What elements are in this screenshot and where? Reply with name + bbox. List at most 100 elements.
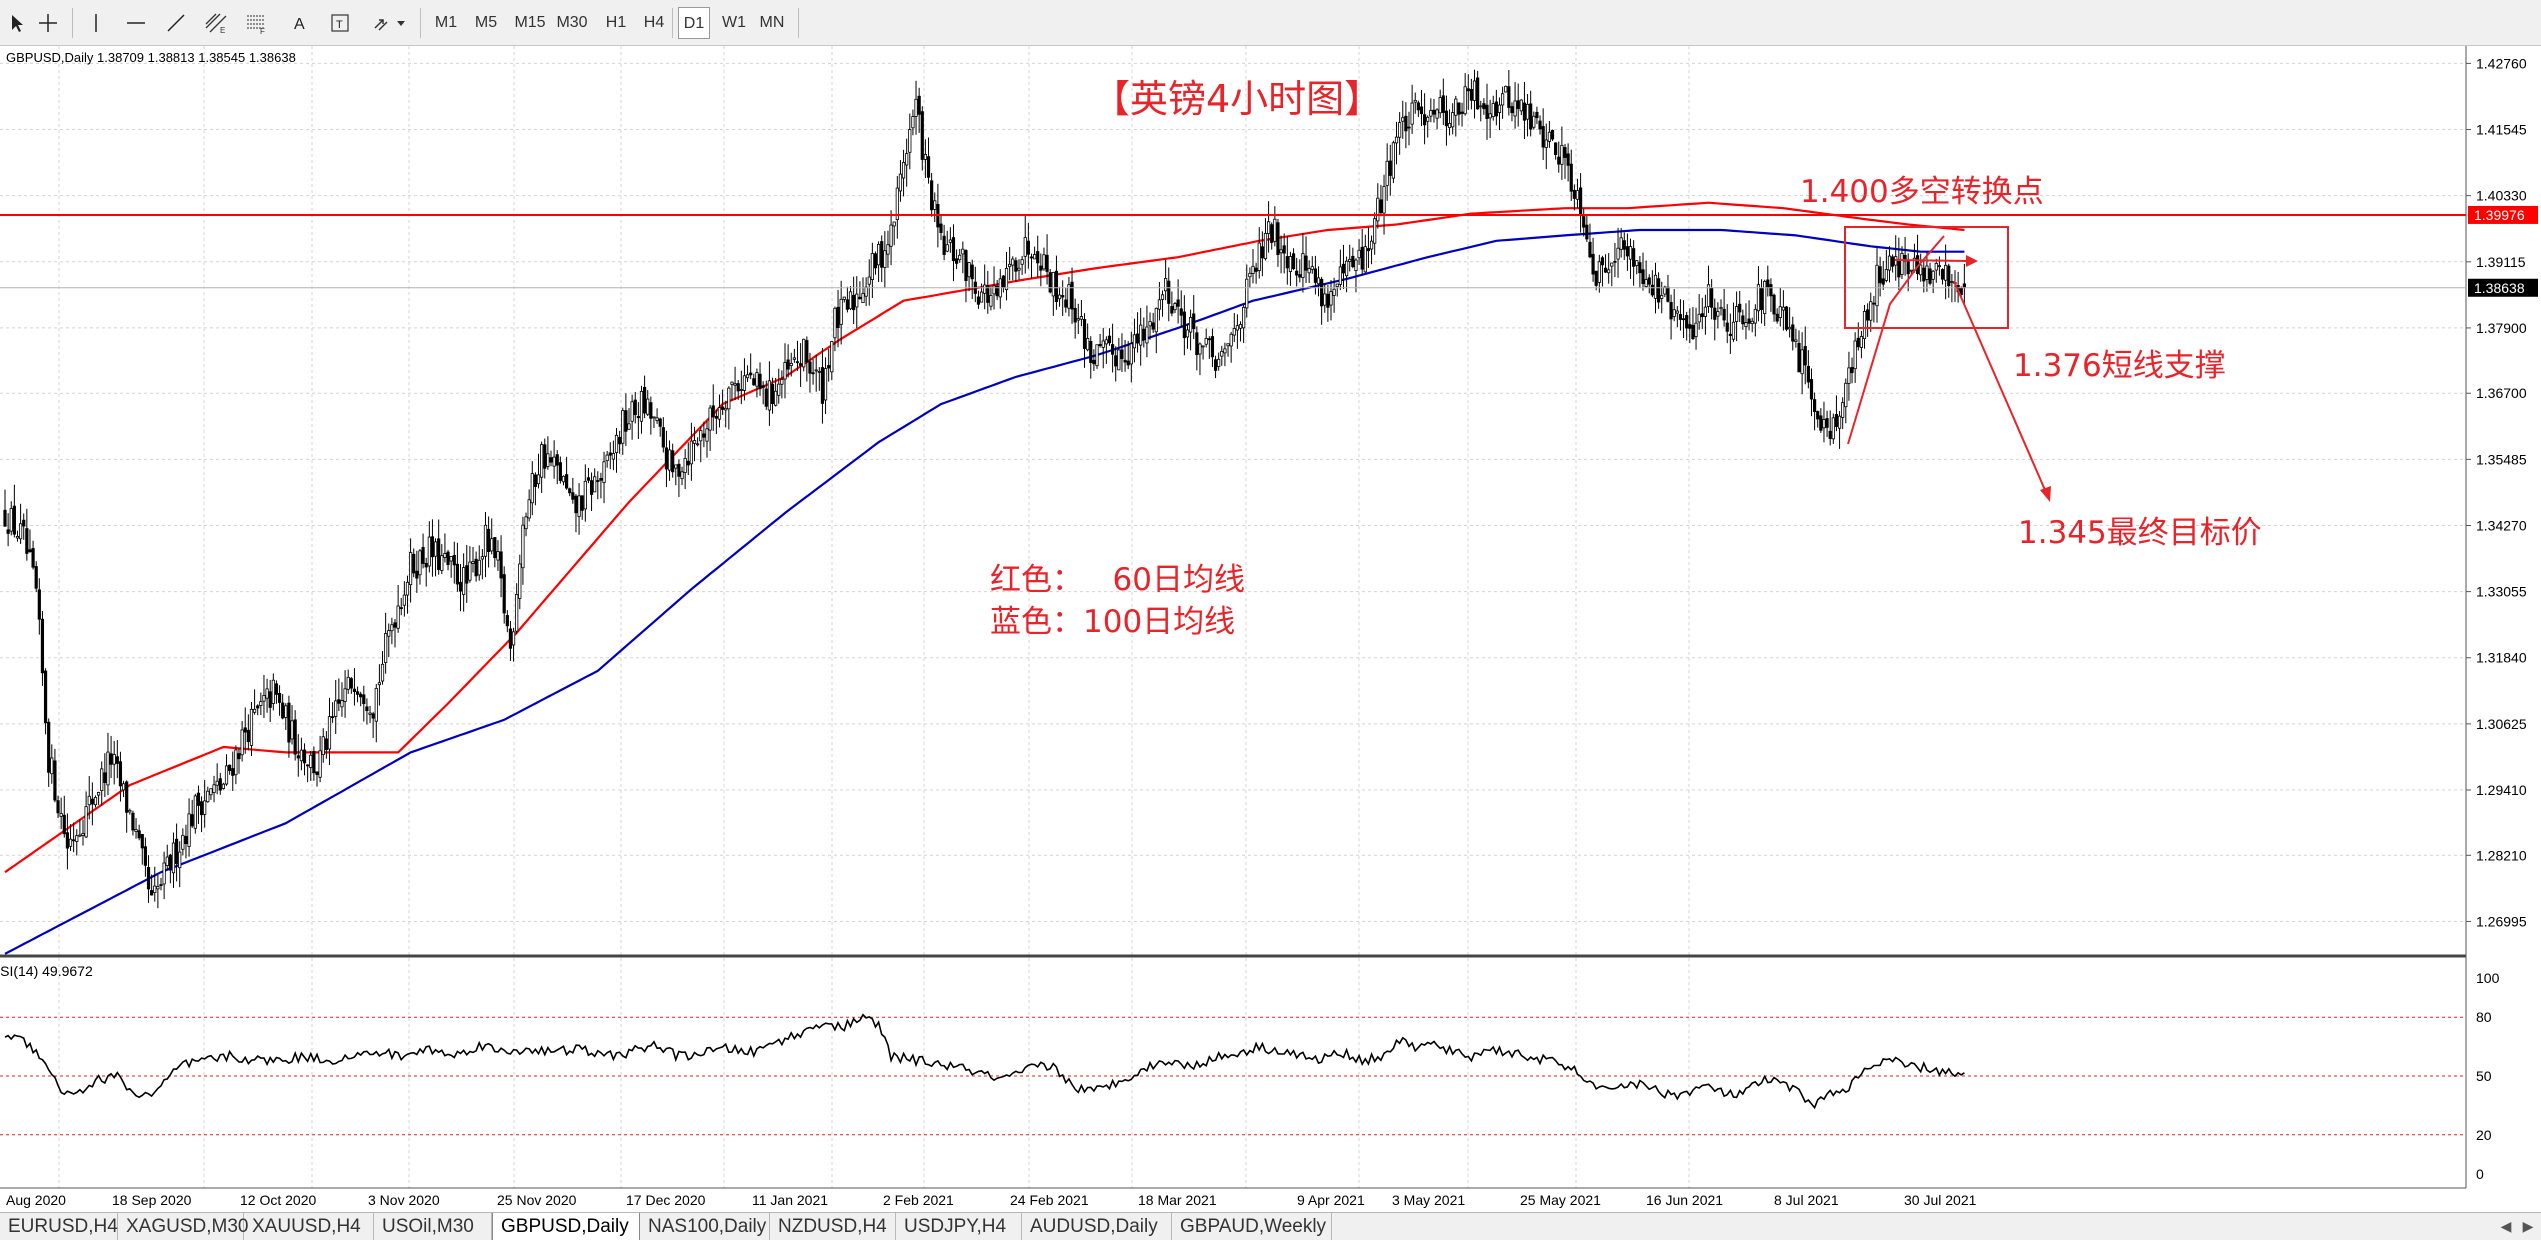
candle-body — [402, 594, 406, 606]
chart-tab[interactable]: XAUUSD,H4 — [244, 1213, 374, 1240]
candle-body — [212, 784, 216, 793]
candle-body — [586, 477, 591, 481]
candle-body — [1345, 260, 1349, 277]
trendline-icon[interactable] — [158, 7, 194, 39]
candle-body — [1887, 255, 1892, 271]
candle-body — [349, 678, 353, 689]
candle-body — [112, 754, 116, 765]
chart-tab[interactable]: GBPAUD,Weekly — [1172, 1213, 1332, 1240]
candle-body — [658, 418, 662, 427]
arrow-shapes-icon[interactable] — [366, 7, 412, 39]
chart-tab[interactable]: USDJPY,H4 — [896, 1213, 1022, 1240]
candle-body — [792, 357, 796, 360]
candle-body — [549, 457, 553, 463]
candle-body — [1775, 313, 1779, 322]
toolbar-separator — [672, 8, 673, 38]
candle-body — [1610, 262, 1614, 267]
crosshair-icon[interactable] — [30, 7, 66, 39]
timeframe-button-m1[interactable]: M1 — [434, 14, 458, 31]
candle-body — [1563, 147, 1567, 158]
channel-icon[interactable]: E — [198, 7, 234, 39]
candle-body — [864, 286, 868, 297]
candle-body — [1101, 340, 1105, 348]
chart-tab[interactable]: NZDUSD,H4 — [770, 1213, 896, 1240]
candle-body — [502, 574, 506, 614]
candle-body — [614, 434, 619, 453]
chart-tab[interactable]: NAS100,Daily — [640, 1213, 770, 1240]
timeframe-button-h1[interactable]: H1 — [605, 14, 627, 31]
cursor-icon[interactable] — [0, 7, 36, 39]
candle-body — [1363, 246, 1367, 273]
vertical-line-icon[interactable] — [78, 7, 114, 39]
timeframe-button-m5[interactable]: M5 — [474, 14, 498, 31]
timeframe-button-h4[interactable]: H4 — [643, 14, 665, 31]
candle-body — [917, 95, 921, 115]
timeframe-button-m15[interactable]: M15 — [514, 14, 546, 31]
candle-body — [1728, 333, 1732, 336]
rise-path — [1847, 235, 1945, 445]
candle-body — [1326, 293, 1330, 308]
candle-body — [47, 721, 51, 773]
candle-body — [1263, 232, 1268, 260]
price-tick-label: 1.39115 — [2476, 254, 2526, 270]
candle-body — [1944, 264, 1948, 281]
chart-tab[interactable]: AUDUSD,Daily — [1022, 1213, 1172, 1240]
candle-body — [493, 537, 497, 559]
candle-body — [777, 383, 781, 396]
candle-body — [468, 561, 472, 581]
candle-body — [1582, 216, 1586, 228]
rsi-tick-label: 0 — [2476, 1166, 2484, 1182]
candle-body — [1650, 284, 1654, 296]
candle-body — [377, 682, 382, 686]
candle-body — [25, 528, 29, 554]
timeframe-button-mn[interactable]: MN — [759, 14, 785, 31]
candle-body — [795, 361, 800, 364]
chart-tab[interactable]: XAGUSD,M30 — [118, 1213, 248, 1240]
candle-body — [639, 390, 644, 422]
tab-scroll-right-icon[interactable]: ▶ — [2522, 1218, 2534, 1234]
text-label-icon[interactable]: T — [322, 7, 358, 39]
current-price-badge — [2468, 278, 2538, 297]
candle-body — [171, 842, 176, 874]
candle-body — [814, 369, 818, 372]
candle-body — [1092, 359, 1096, 365]
chart-tab[interactable]: GBPUSD,Daily — [492, 1213, 640, 1240]
candle-body — [1145, 326, 1149, 344]
candle-body — [1073, 307, 1077, 323]
candle-body — [284, 705, 288, 718]
candle-body — [624, 410, 628, 432]
candle-body — [1107, 335, 1112, 344]
timeframe-button-w1[interactable]: W1 — [722, 14, 746, 31]
candle-body — [277, 692, 282, 703]
candle-body — [84, 806, 88, 838]
timeframe-button-d1[interactable]: D1 — [678, 7, 710, 39]
candle-body — [1619, 237, 1623, 250]
candle-body — [714, 415, 718, 419]
pivot-arrow-line — [1894, 259, 1969, 262]
text-icon[interactable]: A — [282, 7, 318, 39]
candle-body — [237, 753, 241, 760]
candle-body — [206, 790, 210, 803]
chart-tab[interactable]: EURUSD,H4 — [0, 1213, 118, 1240]
chart-tab[interactable]: USOil,M30 — [374, 1213, 492, 1240]
candle-body — [50, 757, 54, 775]
candle-body — [986, 284, 990, 303]
horizontal-line-icon[interactable] — [118, 7, 154, 39]
candle-body — [268, 691, 272, 708]
candle-body — [967, 262, 971, 278]
candle-body — [128, 809, 132, 813]
candle-body — [1700, 313, 1704, 317]
price-chart[interactable]: 1.42760 1.41545 1.40330 1.39115 1.37900 1.367… — [0, 46, 2541, 1212]
candle-body — [705, 428, 709, 442]
candle-body — [1320, 278, 1324, 307]
candle-body — [674, 464, 678, 469]
candle-body — [577, 495, 581, 517]
timeframe-button-m30[interactable]: M30 — [556, 14, 588, 31]
tab-scroll-left-icon[interactable]: ◀ — [2500, 1218, 2512, 1234]
candle-body — [823, 368, 828, 401]
candle-body — [440, 555, 444, 571]
candle-body — [1139, 324, 1143, 346]
candle-body — [1360, 246, 1364, 270]
fibonacci-icon[interactable]: F — [238, 7, 274, 39]
candle-body — [1497, 104, 1502, 113]
